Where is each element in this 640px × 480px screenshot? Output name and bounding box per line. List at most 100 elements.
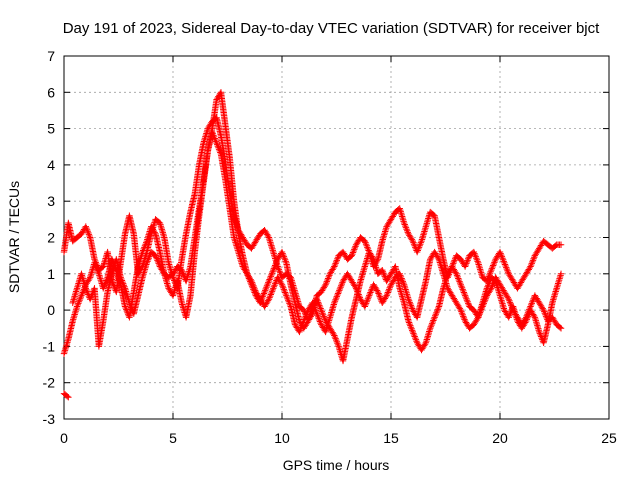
data-point-marker [361,303,369,310]
data-point-marker [311,305,319,313]
data-point-marker [214,143,222,150]
data-point-marker [118,277,126,284]
data-point-marker [333,293,341,300]
series-3-markers [60,129,565,401]
data-point-marker [475,314,482,321]
data-point-marker [421,341,429,348]
data-point-marker [325,273,332,281]
data-point-marker [498,251,505,259]
data-point-marker [531,254,538,261]
data-point-marker [380,271,388,279]
data-point-marker [83,226,91,233]
data-point-marker [461,263,469,270]
data-point-marker [408,325,415,332]
data-point-marker [263,284,270,291]
data-point-marker [95,269,102,276]
data-point-marker [415,244,423,251]
y-tick-label: 2 [47,230,55,246]
data-point-marker [530,312,538,320]
data-point-marker [263,282,271,289]
data-point-marker [375,290,382,297]
data-point-marker [247,276,254,283]
data-point-marker [101,282,108,289]
data-point-marker [279,250,286,257]
data-point-marker [332,260,339,267]
data-point-marker [409,328,416,336]
data-point-marker [415,245,422,253]
data-point-marker [503,264,510,271]
data-point-marker [472,253,479,260]
data-point-marker [271,263,278,271]
data-point-marker [356,294,364,301]
data-point-marker [433,309,440,316]
data-point-marker [473,255,480,262]
data-point-marker [540,306,547,314]
data-point-marker [526,264,533,272]
data-point-marker [324,276,331,284]
data-point-marker [380,270,387,277]
data-point-marker [397,272,404,279]
data-point-marker [85,231,93,238]
data-point-marker [313,296,321,303]
data-point-marker [349,249,357,256]
data-point-marker [299,320,306,328]
data-point-marker [212,136,219,144]
data-point-marker [453,272,461,279]
data-point-marker [456,279,464,287]
data-point-marker [321,314,328,322]
data-point-marker [301,316,308,323]
data-point-marker [362,241,370,248]
data-point-marker [267,291,274,298]
data-point-marker [321,282,328,290]
data-point-marker [410,241,418,248]
data-point-marker [143,259,151,267]
data-point-marker [486,270,494,277]
data-point-marker [309,299,316,307]
series-2-markers [60,89,565,365]
data-point-marker [155,260,162,267]
data-point-marker [336,287,343,294]
data-point-marker [413,338,420,345]
data-point-marker [504,269,512,276]
data-point-marker [302,313,309,320]
data-point-marker [400,279,407,287]
data-point-marker [122,304,129,312]
data-point-marker [264,280,271,288]
data-point-marker [427,325,434,332]
data-point-marker [478,306,485,313]
data-point-marker [460,287,467,295]
data-point-marker [332,336,340,344]
data-point-marker [309,301,317,308]
data-point-marker [270,285,277,292]
data-point-marker [326,272,333,279]
data-point-marker [250,284,258,291]
data-point-marker [496,248,504,256]
data-point-marker [213,139,220,147]
data-point-marker [471,251,479,259]
data-point-marker [428,321,435,329]
data-point-marker [318,308,326,315]
data-point-marker [280,253,288,260]
data-point-marker [298,324,305,331]
data-point-marker [334,290,342,297]
data-point-marker [265,279,272,286]
data-point-marker [314,312,321,319]
data-point-marker [266,294,273,301]
data-point-marker [286,300,293,307]
data-point-marker [79,289,86,296]
data-point-marker [379,266,386,274]
data-point-marker [283,292,290,299]
data-point-marker [93,264,100,271]
data-point-marker [407,300,414,308]
data-point-marker [362,239,369,246]
data-point-marker [350,247,357,255]
data-point-marker [460,313,467,320]
data-point-marker [460,314,468,322]
data-point-marker [488,265,496,272]
data-point-marker [179,268,186,275]
data-point-marker [451,257,458,264]
data-point-marker [318,306,325,314]
data-point-marker [410,330,417,337]
data-point-marker [337,284,344,291]
data-point-marker [270,265,278,272]
